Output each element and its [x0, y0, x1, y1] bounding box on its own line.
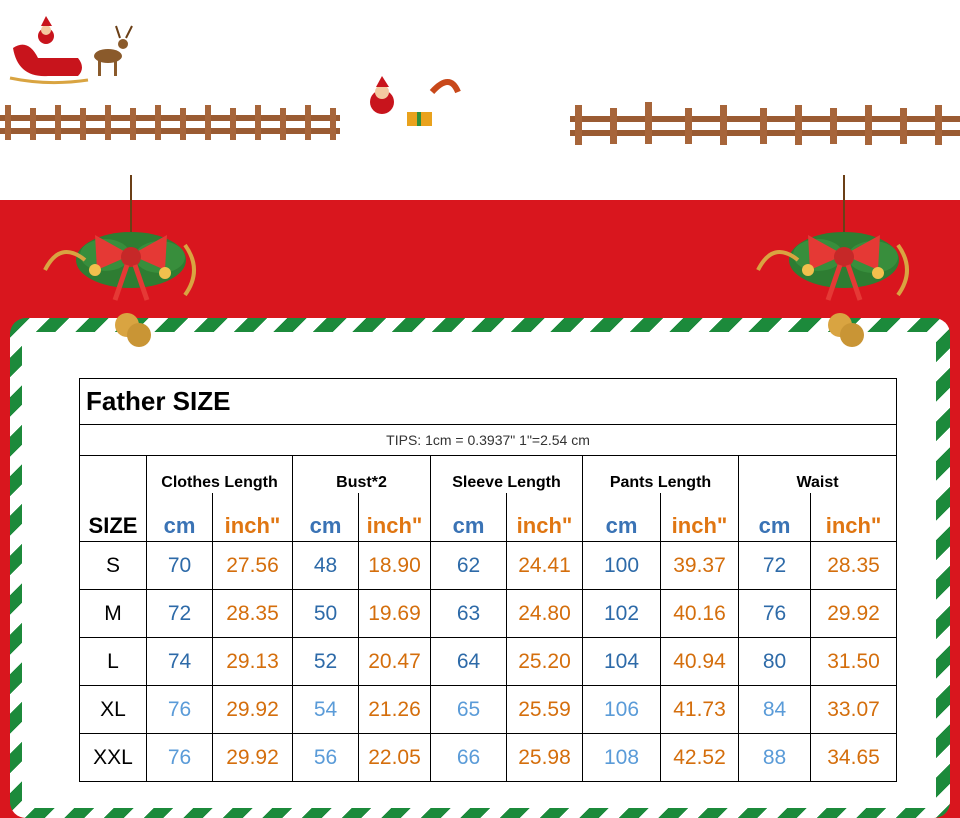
inch-value-cell: 20.47: [358, 637, 431, 686]
cm-value-cell: 52: [292, 637, 359, 686]
inch-value-cell: 24.41: [506, 541, 583, 590]
size-cell: M: [79, 589, 147, 638]
group-pants-length: Pants Length: [582, 455, 739, 493]
cm-value-cell: 76: [738, 589, 811, 638]
size-chart-table: Father SIZE TIPS: 1cm = 0.3937" 1"=2.54 …: [78, 378, 898, 782]
unit-cm-header: cm: [738, 493, 811, 542]
size-cell: S: [79, 541, 147, 590]
cm-value-cell: 70: [146, 541, 213, 590]
unit-inch-header: inch": [809, 493, 898, 542]
inch-value-cell: 25.59: [506, 685, 583, 734]
unit-inch-header: inch": [506, 493, 583, 542]
unit-cm-header: cm: [146, 493, 213, 542]
inch-value-cell: 19.69: [358, 589, 431, 638]
inch-value-cell: 29.13: [212, 637, 293, 686]
cm-value-cell: 66: [430, 733, 507, 782]
cm-value-cell: 100: [582, 541, 661, 590]
inch-value-cell: 34.65: [809, 733, 898, 782]
snow-drip-edge: [0, 160, 960, 195]
christmas-ornament-right-icon: [756, 175, 909, 347]
unit-inch-header: inch": [358, 493, 431, 542]
santa-slingshot-icon: [370, 76, 461, 126]
christmas-ornament-left-icon: [43, 175, 196, 347]
cm-value-cell: 72: [738, 541, 811, 590]
table-row: XXL 76 29.92 56 22.05 66 25.98 108 42.52 88 34.65: [79, 733, 898, 782]
inch-value-cell: 27.56: [212, 541, 293, 590]
group-bust: Bust*2: [292, 455, 431, 493]
cm-value-cell: 65: [430, 685, 507, 734]
inch-value-cell: 18.90: [358, 541, 431, 590]
table-title: Father SIZE: [78, 378, 898, 425]
cm-value-cell: 72: [146, 589, 213, 638]
santa-sleigh-icon: [9, 16, 133, 85]
cm-value-cell: 104: [582, 637, 661, 686]
table-row: XL 76 29.92 54 21.26 65 25.59 106 41.73 84 33.07: [79, 685, 898, 734]
inch-value-cell: 22.05: [358, 733, 431, 782]
inch-value-cell: 25.20: [506, 637, 583, 686]
wooden-fence-left: [0, 105, 340, 140]
table-row: M 72 28.35 50 19.69 63 24.80 102 40.16 76 29.92: [79, 589, 898, 638]
cm-value-cell: 76: [146, 685, 213, 734]
size-cell: L: [79, 637, 147, 686]
unit-cm-header: cm: [430, 493, 507, 542]
table-row: S 70 27.56 48 18.90 62 24.41 100 39.37 72 28.35: [79, 541, 898, 590]
conversion-tips: TIPS: 1cm = 0.3937" 1"=2.54 cm: [78, 424, 898, 456]
cm-value-cell: 54: [292, 685, 359, 734]
cm-value-cell: 74: [146, 637, 213, 686]
inch-value-cell: 28.35: [809, 541, 898, 590]
size-column-header: SIZE: [79, 493, 147, 542]
table-row: L 74 29.13 52 20.47 64 25.20 104 40.94 80 31.50: [79, 637, 898, 686]
inch-value-cell: 29.92: [809, 589, 898, 638]
cm-value-cell: 84: [738, 685, 811, 734]
cm-value-cell: 80: [738, 637, 811, 686]
cm-value-cell: 56: [292, 733, 359, 782]
cm-value-cell: 88: [738, 733, 811, 782]
inch-value-cell: 33.07: [809, 685, 898, 734]
wooden-fence-right: [570, 102, 960, 145]
inch-value-cell: 29.92: [212, 685, 293, 734]
cm-value-cell: 102: [582, 589, 661, 638]
inch-value-cell: 40.94: [660, 637, 739, 686]
empty-corner-cell: [79, 455, 147, 493]
inch-value-cell: 39.37: [660, 541, 739, 590]
inch-value-cell: 29.92: [212, 733, 293, 782]
size-cell: XXL: [79, 733, 147, 782]
cm-value-cell: 76: [146, 733, 213, 782]
group-waist: Waist: [737, 455, 898, 493]
inch-value-cell: 42.52: [660, 733, 739, 782]
group-sleeve-length: Sleeve Length: [430, 455, 583, 493]
cm-value-cell: 64: [430, 637, 507, 686]
unit-cm-header: cm: [292, 493, 359, 542]
cm-value-cell: 63: [430, 589, 507, 638]
inch-value-cell: 25.98: [506, 733, 583, 782]
inch-value-cell: 28.35: [212, 589, 293, 638]
inch-value-cell: 21.26: [358, 685, 431, 734]
unit-inch-header: inch": [660, 493, 739, 542]
inch-value-cell: 31.50: [809, 637, 898, 686]
cm-value-cell: 62: [430, 541, 507, 590]
inch-value-cell: 40.16: [660, 589, 739, 638]
size-cell: XL: [79, 685, 147, 734]
unit-inch-header: inch": [212, 493, 293, 542]
group-clothes-length: Clothes Length: [146, 455, 293, 493]
cm-value-cell: 50: [292, 589, 359, 638]
cm-value-cell: 108: [582, 733, 661, 782]
unit-cm-header: cm: [582, 493, 661, 542]
cm-value-cell: 48: [292, 541, 359, 590]
inch-value-cell: 41.73: [660, 685, 739, 734]
cm-value-cell: 106: [582, 685, 661, 734]
inch-value-cell: 24.80: [506, 589, 583, 638]
